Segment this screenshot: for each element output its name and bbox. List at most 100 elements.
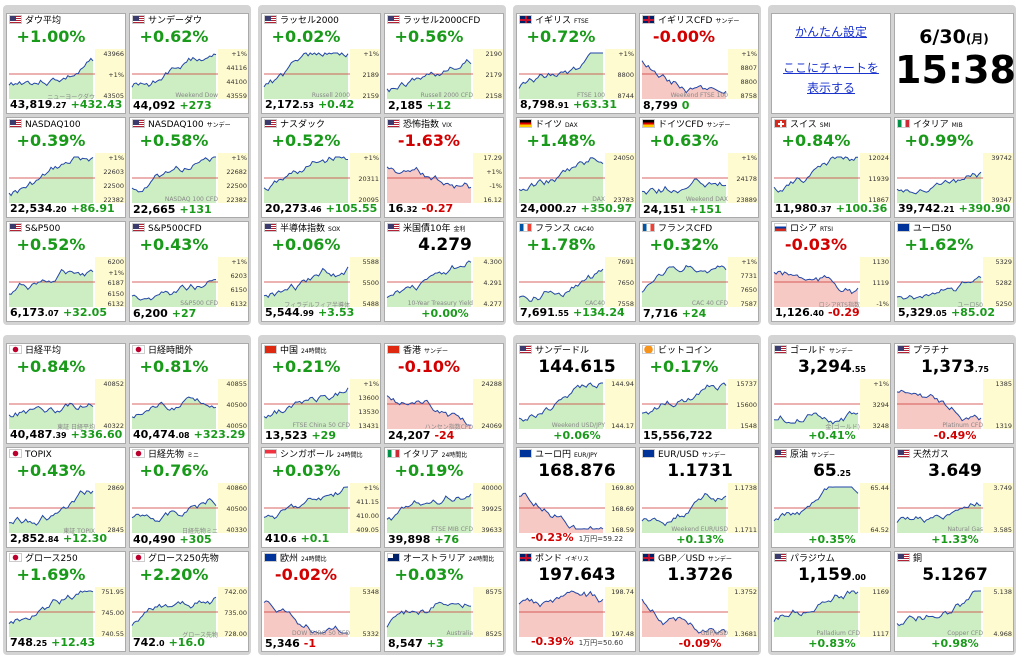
axis-label: 409.05 xyxy=(356,526,379,534)
easy-settings-link[interactable]: かんたん設定 xyxy=(794,25,867,39)
diff: +63.31 xyxy=(572,98,617,111)
axis-label: 1130 xyxy=(872,258,889,266)
sparkline-part xyxy=(519,591,603,637)
sparkline-part xyxy=(131,596,217,626)
price: 2,852.84 xyxy=(10,532,59,545)
tile-name: 中国 xyxy=(280,346,299,356)
change-percent: -0.23% xyxy=(530,531,574,544)
tile-header: グロース250 xyxy=(9,553,78,565)
axis-label: +1% xyxy=(741,258,757,266)
sparkline-part xyxy=(132,498,216,533)
sparkline-part xyxy=(263,486,349,520)
sparkline-part xyxy=(473,379,503,429)
sparkline-part xyxy=(132,157,216,203)
sparkline-part xyxy=(983,153,1013,203)
sparkline-part xyxy=(860,153,890,203)
change-line: +0.00% xyxy=(385,307,503,320)
price-line: 20,273.46 +105.55 xyxy=(262,202,380,216)
change-line: +0.83% xyxy=(772,637,890,650)
change-percent: +1.78% xyxy=(526,235,596,254)
sparkline xyxy=(641,483,758,533)
axis-label: 22500 xyxy=(103,182,124,190)
sparkline-part xyxy=(386,395,471,426)
panel: かんたん設定 ここにチャートを表示する 6/30(月) 15:38 スイス SMI… xyxy=(768,5,1016,325)
axis-label: +1% xyxy=(363,380,379,388)
change-line: +0.98% xyxy=(895,637,1013,650)
tile-name: ゴールド xyxy=(790,346,827,356)
watermark: Weekend USD/JPY xyxy=(551,422,605,429)
panel: ラッセル2000 +0.02% Russell 2000 +1% 2189 2159 2,1… xyxy=(258,5,506,325)
tile-name: S&P500 xyxy=(25,224,61,234)
price: 6,173.07 xyxy=(10,306,59,319)
axis-label: 20095 xyxy=(358,196,379,204)
axis-label: 5588 xyxy=(362,258,379,266)
sparkline xyxy=(8,257,125,307)
flag-icon xyxy=(774,553,787,562)
flag-icon xyxy=(519,449,532,458)
axis-label: 745.00 xyxy=(101,609,124,617)
sparkline-part xyxy=(95,587,125,637)
axis-label: 5282 xyxy=(995,279,1012,287)
panel: ダウ平均 +1.00% ニューヨークダウ 43966 +1% 43505 43,819.27… xyxy=(3,5,251,325)
tile: ユーロ円 EUR/JPY 168.876 169.80 168.69 168.59 -0.2… xyxy=(516,447,636,548)
axis-label: 740.55 xyxy=(101,630,124,638)
tile-name: サンデードル xyxy=(535,346,590,356)
diff: +0.42 xyxy=(317,98,355,111)
price: 40,474.08 xyxy=(133,428,190,441)
axis-label: 169.80 xyxy=(611,484,634,492)
sparkline-part xyxy=(983,257,1013,307)
tile-header: S&P500CFD xyxy=(132,223,202,235)
diff: +85.02 xyxy=(950,306,995,319)
tile-name: イタリア xyxy=(913,120,949,130)
tile-name: スイス xyxy=(790,120,817,130)
sparkline xyxy=(386,257,503,307)
sparkline-part xyxy=(983,483,1013,533)
tile-header: 半導体指数 SOX xyxy=(264,223,340,235)
axis-label: +1% xyxy=(363,50,379,58)
watermark: FTSE China 50 CFD xyxy=(292,422,350,429)
tile: シンガポール 24時間比 +0.03% +1% 411.15 410.00 409.05 41… xyxy=(261,447,381,548)
quote-value: 65.25 xyxy=(813,461,851,481)
change-percent: +0.00% xyxy=(421,307,469,320)
tile-header: ユーロ円 EUR/JPY xyxy=(519,449,597,461)
tile-name: ダウ平均 xyxy=(25,16,62,26)
sparkline-part xyxy=(218,379,248,429)
price: 43,819.27 xyxy=(10,98,67,111)
flag-icon xyxy=(9,15,22,24)
sparkline xyxy=(131,257,248,307)
tile-header: ダウ平均 xyxy=(9,15,61,27)
axis-label: 168.69 xyxy=(611,505,634,513)
watermark: NASDAQ 100 CFD xyxy=(164,196,218,203)
change-percent: +1.00% xyxy=(16,27,86,46)
sparkline-part xyxy=(728,483,758,533)
axis-label: 144.17 xyxy=(611,422,634,430)
change-line: -0.23% 1万円=59.22 xyxy=(517,531,635,546)
sparkline-part xyxy=(95,257,125,307)
sparkline-part xyxy=(473,257,503,307)
tile-header: NASDAQ100 サンデー xyxy=(132,119,231,131)
tile-header: 中国 24時間比 xyxy=(264,345,327,357)
change-line: -0.39% 1万円=50.60 xyxy=(517,635,635,650)
flag-icon xyxy=(387,553,400,562)
sparkline-part xyxy=(728,153,758,203)
axis-label: 735.00 xyxy=(224,609,247,617)
diff: +151 xyxy=(689,203,722,216)
axis-label: 40860 xyxy=(226,484,247,492)
show-chart-link[interactable]: ここにチャートを表示する xyxy=(783,61,879,95)
watermark: DAX xyxy=(592,196,605,203)
diff: +336.60 xyxy=(70,428,123,441)
change-percent: +0.39% xyxy=(16,131,86,150)
tile: ポンド イギリス 197.643 198.74 197.48 -0.39% 1万円=50.6… xyxy=(516,551,636,652)
tile: 中国 24時間比 +0.21% FTSE China 50 CFD +1% 13600 13… xyxy=(261,343,381,444)
watermark: 日経先物ミニ xyxy=(181,528,218,535)
price-line: 40,487.39 +336.60 xyxy=(7,428,125,442)
sparkline xyxy=(518,379,635,429)
tile-header: 銅 xyxy=(897,553,922,565)
sparkline xyxy=(8,379,125,429)
sparkline-part xyxy=(387,602,471,637)
price: 39,742.21 xyxy=(898,202,955,215)
change-line: +0.35% xyxy=(772,533,890,546)
flag-icon xyxy=(774,345,787,354)
tile-header: ドイツ DAX xyxy=(519,119,578,131)
price-line: 8,547 +3 xyxy=(385,637,503,650)
